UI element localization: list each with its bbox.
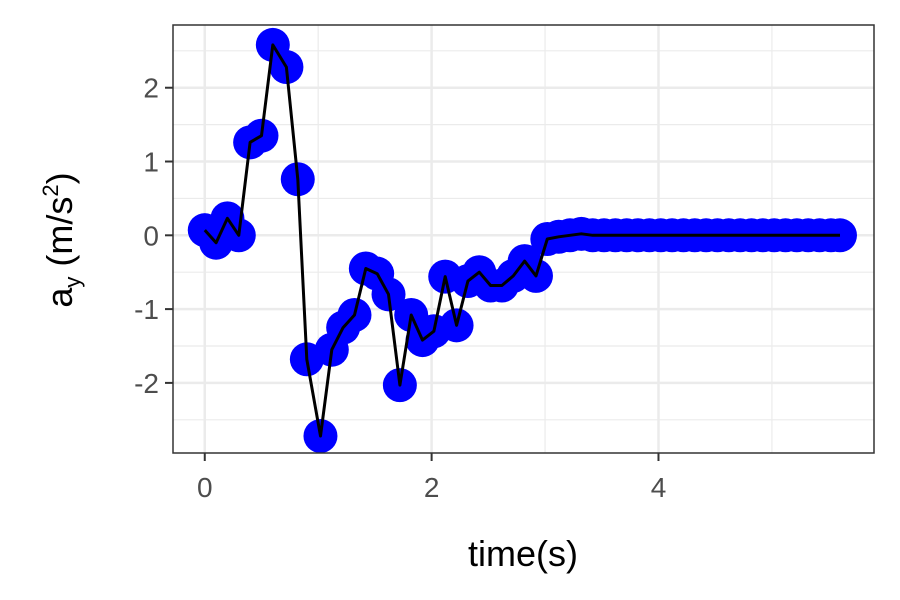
plot-panel-border <box>172 24 875 454</box>
y-axis-title: ay (m/s2) <box>38 172 85 307</box>
y-axis-title-unit: (m/s <box>39 197 80 277</box>
x-axis: 0 2 4 <box>197 453 666 503</box>
series-layer <box>187 27 857 454</box>
y-axis-title-superscript: 2 <box>38 184 63 196</box>
x-tick-label: 4 <box>651 472 667 503</box>
y-axis: -2 -1 0 1 2 <box>134 73 173 399</box>
x-tick-label: 2 <box>424 472 440 503</box>
y-tick-label: -2 <box>134 368 159 399</box>
series-line <box>203 43 840 438</box>
x-tick-label: 0 <box>197 472 213 503</box>
x-axis-title: time(s) <box>468 533 578 574</box>
y-tick-label: 1 <box>143 147 159 178</box>
y-axis-title-base: a <box>39 287 80 308</box>
y-tick-label: -1 <box>134 294 159 325</box>
y-tick-label: 2 <box>143 73 159 104</box>
y-axis-title-close: ) <box>39 172 80 184</box>
y-axis-title-subscript: y <box>60 277 85 288</box>
y-tick-label: 0 <box>143 220 159 251</box>
